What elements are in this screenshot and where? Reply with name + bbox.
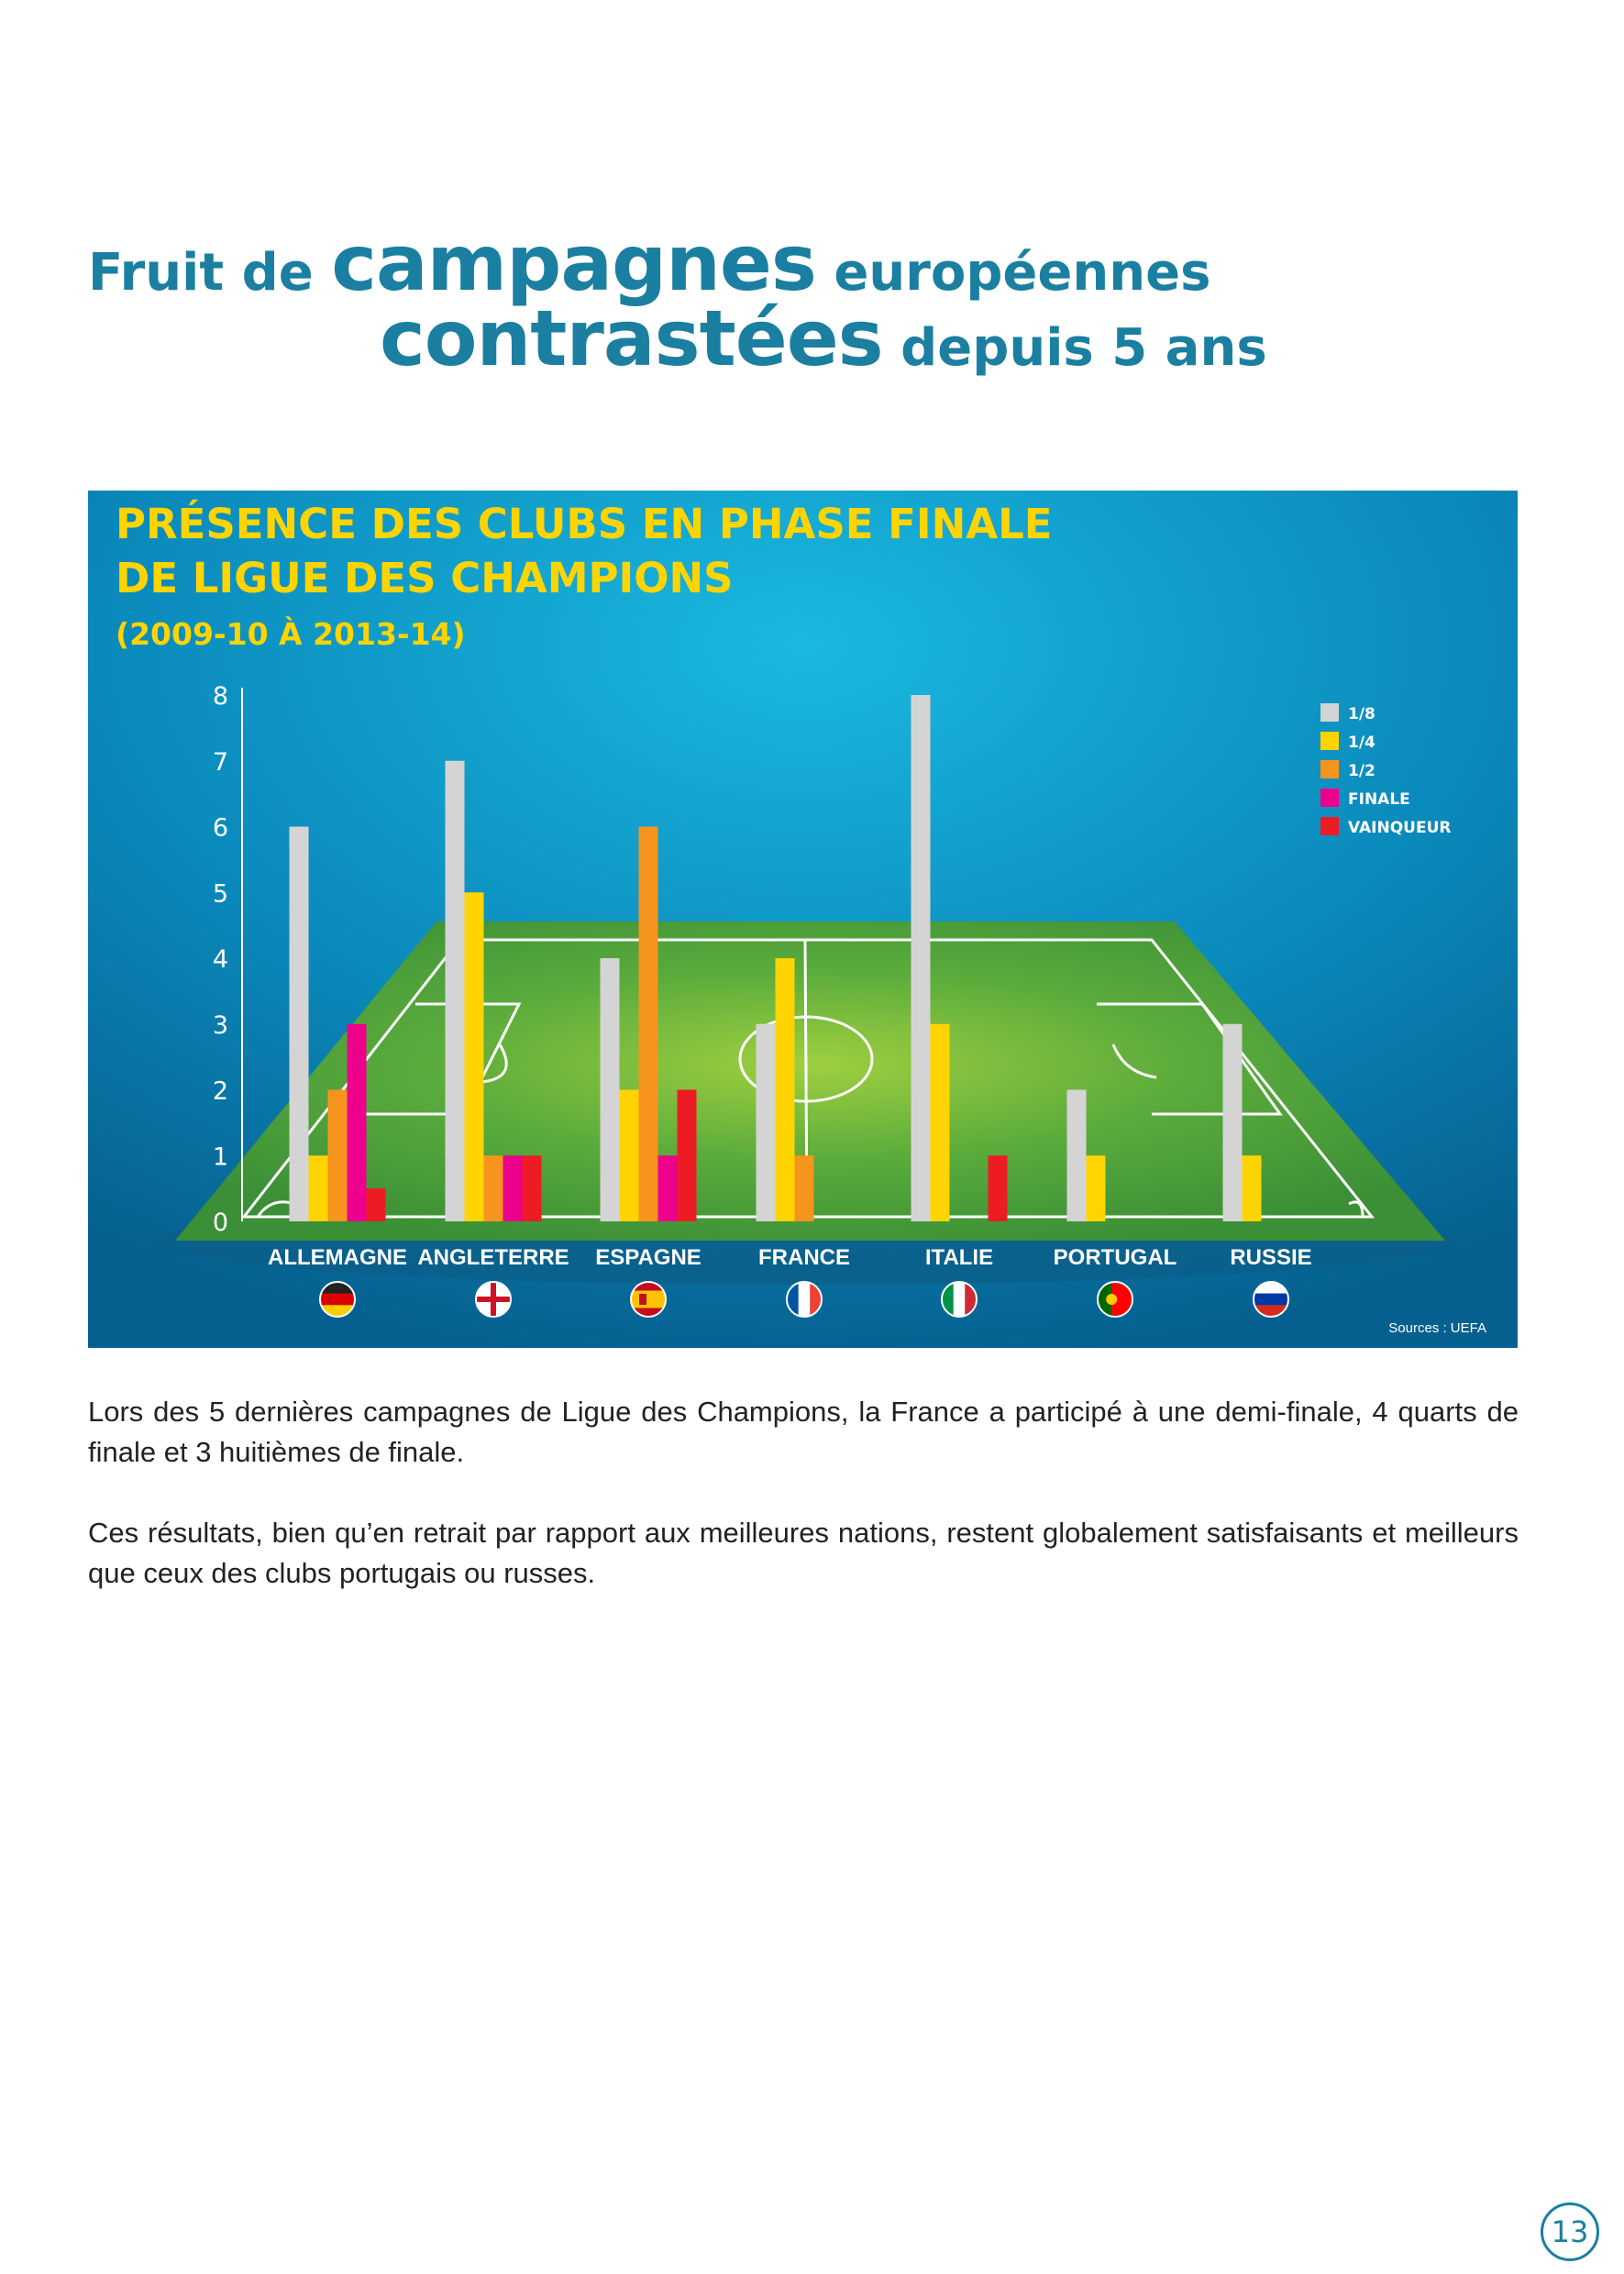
bar-portugal-1-8 xyxy=(1066,1089,1087,1221)
y-tick-label: 4 xyxy=(213,945,228,974)
flag-ring xyxy=(475,1281,512,1318)
heading-part: contrastées xyxy=(380,293,884,383)
legend-swatch xyxy=(1320,817,1339,835)
flag-ring xyxy=(1253,1281,1289,1318)
bar-espagne-1-2 xyxy=(638,826,658,1221)
y-tick-label: 3 xyxy=(213,1011,228,1040)
legend-label: VAINQUEUR xyxy=(1348,819,1451,837)
x-category-label: ANGLETERRE xyxy=(417,1245,569,1270)
legend-label: 1/8 xyxy=(1348,705,1375,723)
flag-stripe xyxy=(476,1297,511,1302)
heading-part: Fruit de xyxy=(88,243,332,303)
bar-allemagne-finale xyxy=(347,1023,367,1221)
y-tick-label: 0 xyxy=(213,1209,228,1237)
legend-swatch xyxy=(1320,732,1339,750)
bar-espagne-vainqueur xyxy=(677,1089,697,1221)
bar-angleterre-vainqueur xyxy=(522,1155,542,1221)
bar-italie-1-8 xyxy=(911,695,931,1221)
legend-label: 1/2 xyxy=(1348,762,1375,780)
pitch-center-circle xyxy=(738,1015,874,1103)
flag-ring xyxy=(1097,1281,1133,1318)
flag-ring xyxy=(786,1281,823,1318)
bar-france-1-2 xyxy=(794,1155,814,1221)
legend-swatch xyxy=(1320,789,1339,807)
flag-stripe xyxy=(631,1290,666,1308)
bar-allemagne-vainqueur xyxy=(366,1188,386,1221)
bar-russie-1-4 xyxy=(1242,1155,1262,1221)
y-tick-label: 7 xyxy=(213,748,228,777)
flag-fill xyxy=(476,1282,511,1317)
flag-fill xyxy=(631,1282,666,1317)
england-flag xyxy=(475,1281,512,1318)
italy-flag xyxy=(941,1281,978,1318)
flag-ring xyxy=(941,1281,978,1318)
legend-label: 1/4 xyxy=(1348,734,1375,752)
flag-stripe xyxy=(798,1282,811,1317)
x-category-label: ESPAGNE xyxy=(595,1245,702,1270)
bar-allemagne-1-4 xyxy=(308,1155,328,1221)
flag-stripe xyxy=(1254,1293,1288,1306)
france-flag xyxy=(786,1281,823,1318)
chart-title-line-1: PRÉSENCE DES CLUBS EN PHASE FINALE xyxy=(116,500,1053,548)
chart-panel: PRÉSENCE DES CLUBS EN PHASE FINALE DE LI… xyxy=(88,491,1518,1348)
y-tick-label: 8 xyxy=(213,682,228,711)
flag-stripe xyxy=(320,1293,355,1306)
germany-flag xyxy=(319,1281,356,1318)
bar-espagne-1-4 xyxy=(619,1089,639,1221)
body-text: Lors des 5 dernières campagnes de Ligue … xyxy=(88,1392,1519,1634)
flag-emblem xyxy=(639,1294,646,1305)
y-tick-label: 1 xyxy=(213,1143,228,1171)
flag-stripe xyxy=(953,1282,966,1317)
heading-part: campagnes xyxy=(331,218,817,308)
bar-angleterre-finale xyxy=(503,1155,523,1221)
x-category-label: ITALIE xyxy=(925,1245,993,1270)
flag-fill xyxy=(1098,1282,1132,1317)
y-tick-label: 6 xyxy=(213,814,228,843)
pitch-right-arc xyxy=(1111,1043,1157,1079)
flag-ring xyxy=(319,1281,356,1318)
bar-angleterre-1-2 xyxy=(483,1155,503,1221)
bar-angleterre-1-4 xyxy=(464,892,484,1221)
heading-line-2: contrastées depuis 5 ans xyxy=(380,300,1267,377)
x-category-label: ALLEMAGNE xyxy=(268,1245,407,1270)
legend-swatch xyxy=(1320,760,1339,778)
spain-flag xyxy=(630,1281,667,1318)
bar-angleterre-1-8 xyxy=(445,760,465,1221)
chart-subtitle: (2009-10 À 2013-14) xyxy=(116,615,466,652)
chart-source: Sources : UEFA xyxy=(1388,1320,1486,1336)
body-paragraph: Ces résultats, bien qu’en retrait par ra… xyxy=(88,1517,1519,1589)
x-category-label: PORTUGAL xyxy=(1054,1245,1177,1270)
bar-italie-vainqueur xyxy=(988,1155,1008,1221)
flag-ring xyxy=(630,1281,667,1318)
bar-chart: PRÉSENCE DES CLUBS EN PHASE FINALE DE LI… xyxy=(88,491,1518,1348)
heading-line-1: Fruit de campagnes européennes xyxy=(88,225,1210,302)
flag-stripe xyxy=(1111,1282,1132,1317)
y-tick-label: 5 xyxy=(213,879,228,908)
legend-label: FINALE xyxy=(1348,790,1410,809)
bar-portugal-1-4 xyxy=(1086,1155,1106,1221)
bar-espagne-1-8 xyxy=(600,958,620,1221)
bar-allemagne-1-8 xyxy=(289,826,309,1221)
bar-france-1-4 xyxy=(775,958,795,1221)
bar-italie-1-4 xyxy=(930,1023,950,1221)
x-category-label: FRANCE xyxy=(758,1245,850,1270)
bar-russie-1-8 xyxy=(1222,1023,1243,1221)
bar-allemagne-1-2 xyxy=(327,1089,348,1221)
y-tick-label: 2 xyxy=(213,1077,228,1106)
portugal-flag xyxy=(1097,1281,1133,1318)
bar-espagne-finale xyxy=(657,1155,678,1221)
russia-flag xyxy=(1253,1281,1289,1318)
page-number: 13 xyxy=(1541,2202,1599,2261)
flag-stripe xyxy=(1098,1282,1112,1317)
legend-swatch xyxy=(1320,703,1339,722)
flag-emblem xyxy=(1106,1294,1118,1305)
chart-title-line-2: DE LIGUE DES CHAMPIONS xyxy=(116,554,734,602)
heading-part: européennes xyxy=(815,243,1211,303)
pitch-left-arc xyxy=(481,1043,508,1084)
bar-france-1-8 xyxy=(756,1023,776,1221)
pitch-corner-arc xyxy=(1348,1200,1364,1218)
heading-part: depuis 5 ans xyxy=(882,318,1267,378)
x-category-label: RUSSIE xyxy=(1230,1245,1311,1270)
body-paragraph: Lors des 5 dernières campagnes de Ligue … xyxy=(88,1396,1519,1468)
